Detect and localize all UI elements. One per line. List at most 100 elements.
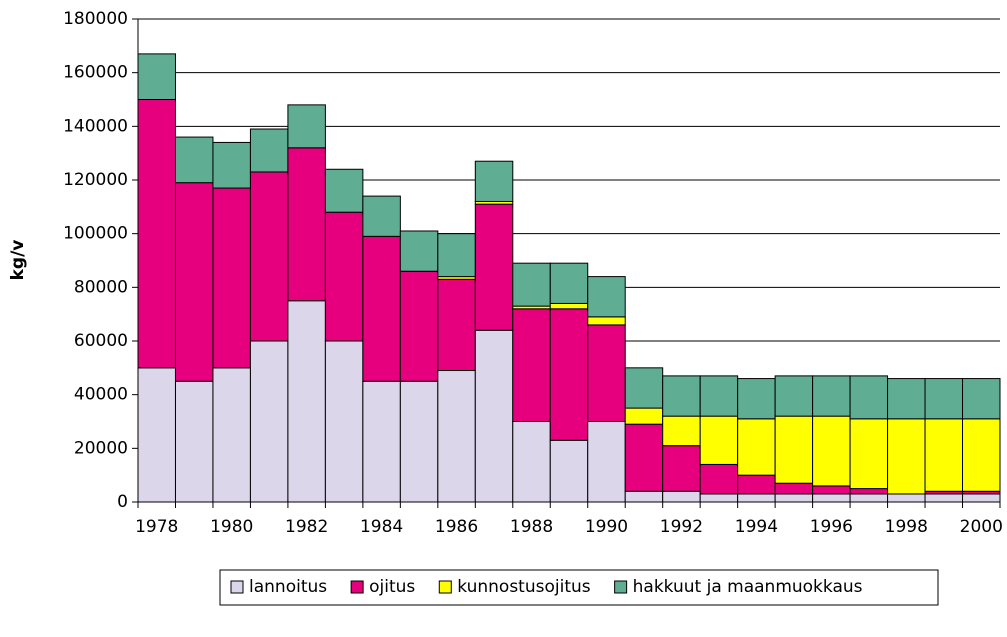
bar-segment — [362, 235, 401, 382]
bar-segment — [887, 493, 926, 503]
bar-segment — [437, 278, 476, 372]
y-tick-label: 100000 — [63, 224, 128, 244]
x-tick-label: 1978 — [135, 517, 178, 537]
bar-segment — [662, 415, 701, 447]
bar-segment — [774, 482, 814, 495]
bar-segment — [887, 378, 926, 420]
bar-segment — [774, 493, 814, 503]
bar-segment — [512, 262, 551, 307]
bar-segment — [474, 160, 514, 202]
bar-segment — [887, 418, 926, 495]
y-tick-label: 160000 — [63, 63, 128, 83]
bar-segment — [174, 380, 214, 503]
legend-swatch — [230, 580, 244, 594]
bar-segment — [437, 233, 476, 278]
bar-segment — [137, 53, 176, 100]
bar-segment — [737, 493, 776, 503]
bar-segment — [587, 421, 626, 503]
bar-segment — [849, 488, 889, 495]
bar-segment — [137, 99, 176, 369]
bar-segment — [699, 375, 739, 417]
bar-segment — [399, 230, 439, 272]
bar-segment — [474, 203, 514, 331]
bar-segment — [924, 493, 964, 503]
legend-swatch — [438, 580, 452, 594]
bar-segment — [249, 340, 289, 503]
bar-segment — [812, 493, 851, 503]
y-tick-label: 40000 — [74, 385, 128, 405]
bar-segment — [287, 300, 326, 503]
x-tick-label: 1994 — [735, 517, 778, 537]
bar-segment — [962, 418, 1001, 492]
bar-segment — [924, 418, 964, 492]
legend-label: ojitus — [369, 577, 415, 597]
bar-segment — [399, 380, 439, 503]
x-tick-label: 1998 — [885, 517, 928, 537]
bar-segment — [512, 421, 551, 503]
bar-segment — [474, 329, 514, 503]
bar-segment — [812, 375, 851, 417]
x-tick-label: 2000 — [960, 517, 1003, 537]
bar-segment — [587, 316, 626, 326]
bar-segment — [774, 415, 814, 484]
x-tick-label: 1992 — [660, 517, 703, 537]
bar-segment — [737, 418, 776, 476]
bar-segment — [324, 168, 364, 213]
bar-segment — [699, 493, 739, 503]
y-tick-label: 180000 — [63, 9, 128, 29]
bar-segment — [587, 324, 626, 422]
bar-segment — [137, 367, 176, 503]
bar-segment — [549, 439, 589, 503]
bar-segment — [662, 375, 701, 417]
legend-label: kunnostusojitus — [457, 577, 590, 597]
y-tick-label: 60000 — [74, 331, 128, 351]
bar-segment — [324, 340, 364, 503]
bar-segment — [662, 490, 701, 503]
x-tick-label: 1990 — [585, 517, 628, 537]
bar-segment — [549, 262, 589, 304]
bar-segment — [849, 493, 889, 503]
bar-segment — [287, 104, 326, 149]
bar-segment — [737, 474, 776, 495]
bar-segment — [362, 195, 401, 237]
bar-segment — [549, 302, 589, 310]
bar-segment — [962, 493, 1001, 503]
legend-swatch — [614, 580, 628, 594]
bar-segment — [512, 308, 551, 422]
bar-segment — [174, 182, 214, 382]
bar-segment — [399, 270, 439, 382]
bar-segment — [662, 445, 701, 492]
bar-segment — [699, 415, 739, 465]
y-tick-label: 0 — [117, 492, 128, 512]
bar-segment — [849, 375, 889, 420]
bar-segment — [962, 378, 1001, 420]
bar-segment — [212, 187, 251, 369]
x-tick-label: 1984 — [360, 517, 403, 537]
y-tick-label: 20000 — [74, 438, 128, 458]
bar-segment — [212, 367, 251, 503]
bar-segment — [812, 485, 851, 495]
bar-segment — [437, 370, 476, 503]
y-tick-label: 120000 — [63, 170, 128, 190]
bar-segment — [287, 147, 326, 302]
bar-segment — [212, 141, 251, 189]
bar-segment — [587, 276, 626, 318]
bar-segment — [362, 380, 401, 503]
bar-segment — [849, 418, 889, 490]
y-tick-label: 80000 — [74, 277, 128, 297]
legend-swatch — [350, 580, 364, 594]
bar-segment — [249, 171, 289, 342]
y-axis-label: kg/v — [8, 240, 28, 281]
bar-segment — [624, 407, 664, 425]
bar-segment — [249, 128, 289, 173]
bar-segment — [174, 136, 214, 184]
bar-segment — [924, 378, 964, 420]
x-tick-label: 1980 — [210, 517, 253, 537]
bar-segment — [774, 375, 814, 417]
bar-segment — [624, 490, 664, 503]
y-tick-label: 140000 — [63, 116, 128, 136]
x-tick-label: 1982 — [285, 517, 328, 537]
legend-box — [219, 569, 939, 606]
x-tick-label: 1996 — [810, 517, 853, 537]
